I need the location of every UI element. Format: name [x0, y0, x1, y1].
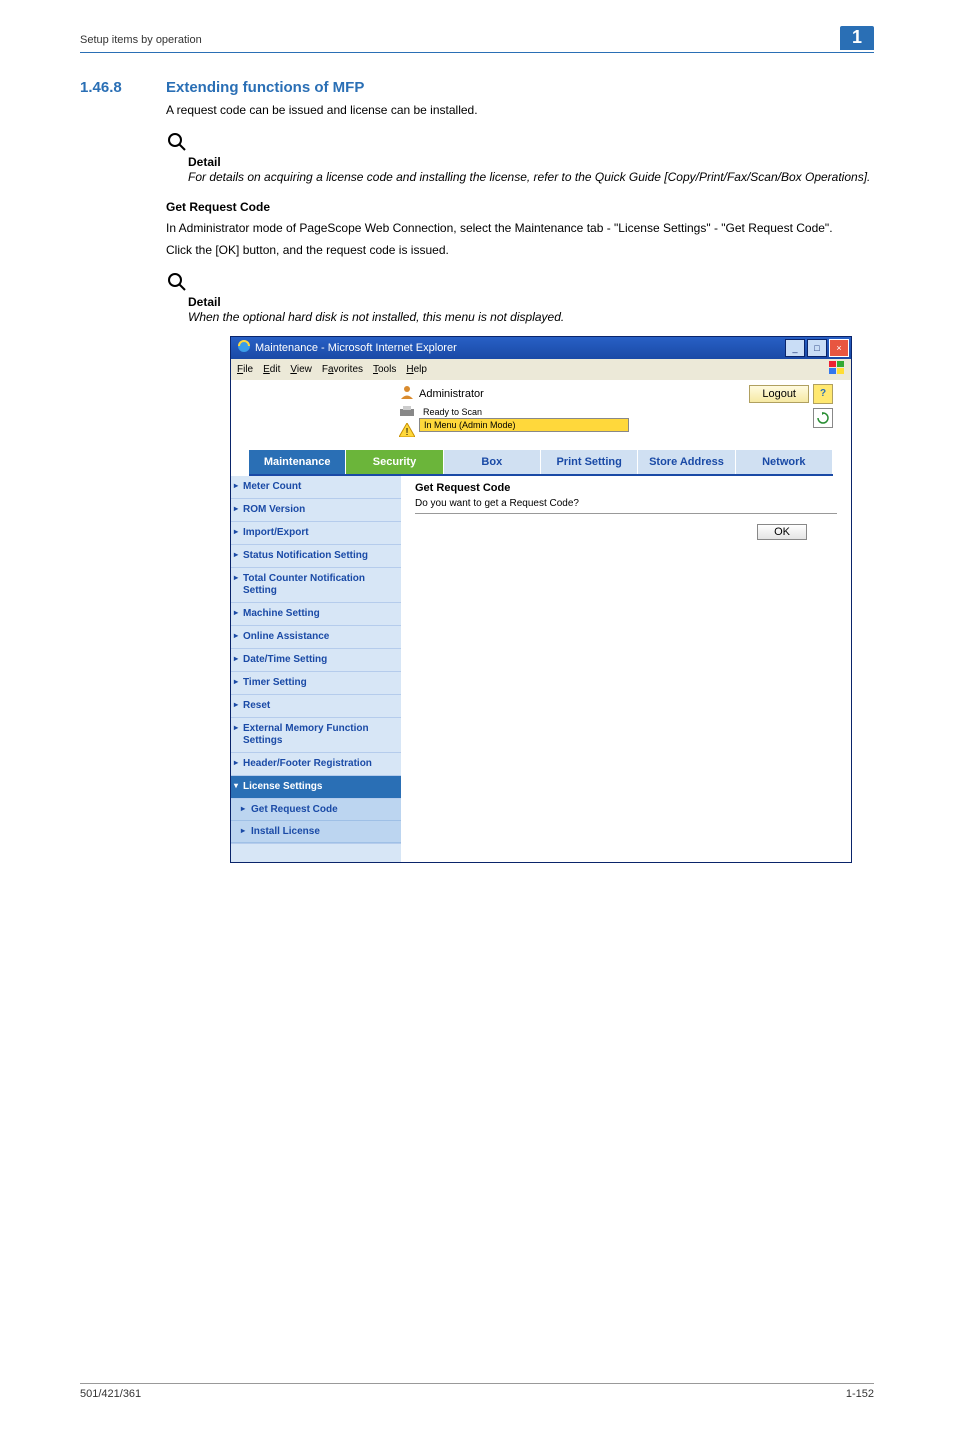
sidebar-meter-count[interactable]: Meter Count: [231, 476, 401, 499]
sidebar-total-counter[interactable]: Total Counter Notification Setting: [231, 568, 401, 603]
status-menu-mode: In Menu (Admin Mode): [419, 418, 629, 432]
sidebar-external-memory[interactable]: External Memory Function Settings: [231, 718, 401, 753]
minimize-button[interactable]: _: [785, 339, 805, 357]
status-ready: Ready to Scan: [419, 406, 629, 418]
section-number: 1.46.8: [80, 79, 140, 96]
logout-button[interactable]: Logout: [749, 385, 809, 403]
tab-store-address[interactable]: Store Address: [638, 450, 735, 474]
refresh-button[interactable]: [813, 408, 833, 428]
sidebar-machine-setting[interactable]: Machine Setting: [231, 603, 401, 626]
sidebar-online-assistance[interactable]: Online Assistance: [231, 626, 401, 649]
menu-file[interactable]: File: [237, 364, 253, 375]
sidebar-blank: [231, 843, 401, 862]
header-left: Setup items by operation: [80, 34, 202, 46]
close-button[interactable]: ×: [829, 339, 849, 357]
svg-text:!: !: [406, 427, 409, 437]
sub-heading: Get Request Code: [166, 200, 874, 214]
menu-tools[interactable]: Tools: [373, 364, 396, 375]
sidebar-timer-setting[interactable]: Timer Setting: [231, 672, 401, 695]
window-title: Maintenance - Microsoft Internet Explore…: [255, 342, 457, 354]
menu-view[interactable]: View: [290, 364, 312, 375]
tab-box[interactable]: Box: [444, 450, 541, 474]
body-text-1: In Administrator mode of PageScope Web C…: [166, 220, 874, 237]
sidebar-reset[interactable]: Reset: [231, 695, 401, 718]
titlebar: Maintenance - Microsoft Internet Explore…: [231, 337, 851, 359]
menu-favorites[interactable]: Favorites: [322, 364, 363, 375]
main-heading: Get Request Code: [415, 482, 837, 494]
magnifier-icon: [166, 271, 874, 293]
sidebar-date-time[interactable]: Date/Time Setting: [231, 649, 401, 672]
sidebar-rom-version[interactable]: ROM Version: [231, 499, 401, 522]
tab-print-setting[interactable]: Print Setting: [541, 450, 638, 474]
maximize-button[interactable]: □: [807, 339, 827, 357]
sidebar-license-settings[interactable]: License Settings: [231, 776, 401, 799]
ie-logo-icon: [237, 339, 251, 356]
printer-icon: [399, 406, 415, 421]
warning-icon: !: [399, 423, 415, 440]
sidebar: Meter Count ROM Version Import/Export St…: [231, 476, 401, 862]
ok-button[interactable]: OK: [757, 524, 807, 540]
divider: [415, 513, 837, 514]
sidebar-install-license[interactable]: Install License: [231, 821, 401, 843]
windows-flag-icon: [829, 361, 845, 378]
nav-tabs: Maintenance Security Box Print Setting S…: [249, 450, 833, 476]
main-question: Do you want to get a Request Code?: [415, 498, 837, 509]
sidebar-header-footer[interactable]: Header/Footer Registration: [231, 753, 401, 776]
sidebar-status-notification[interactable]: Status Notification Setting: [231, 545, 401, 568]
menu-help[interactable]: Help: [406, 364, 427, 375]
detail-label-1: Detail: [188, 155, 874, 169]
intro-text: A request code can be issued and license…: [166, 102, 874, 119]
tab-maintenance[interactable]: Maintenance: [249, 450, 346, 474]
detail-text-1: For details on acquiring a license code …: [188, 169, 874, 186]
menubar: File Edit View Favorites Tools Help: [231, 359, 851, 380]
chapter-badge: 1: [840, 26, 874, 50]
tab-network[interactable]: Network: [736, 450, 833, 474]
administrator-icon: [399, 384, 415, 403]
tab-security[interactable]: Security: [346, 450, 443, 474]
footer-right: 1-152: [846, 1388, 874, 1400]
magnifier-icon: [166, 131, 874, 153]
sidebar-get-request-code[interactable]: Get Request Code: [231, 799, 401, 821]
main-pane: Get Request Code Do you want to get a Re…: [401, 476, 851, 862]
footer-left: 501/421/361: [80, 1388, 141, 1400]
ie-window: Maintenance - Microsoft Internet Explore…: [230, 336, 852, 863]
administrator-label: Administrator: [419, 388, 484, 400]
sidebar-import-export[interactable]: Import/Export: [231, 522, 401, 545]
help-button[interactable]: ?: [813, 384, 833, 404]
menu-edit[interactable]: Edit: [263, 364, 280, 375]
body-text-2: Click the [OK] button, and the request c…: [166, 242, 874, 259]
detail-label-2: Detail: [188, 295, 874, 309]
detail-text-2: When the optional hard disk is not insta…: [188, 309, 874, 326]
section-title: Extending functions of MFP: [166, 79, 364, 96]
